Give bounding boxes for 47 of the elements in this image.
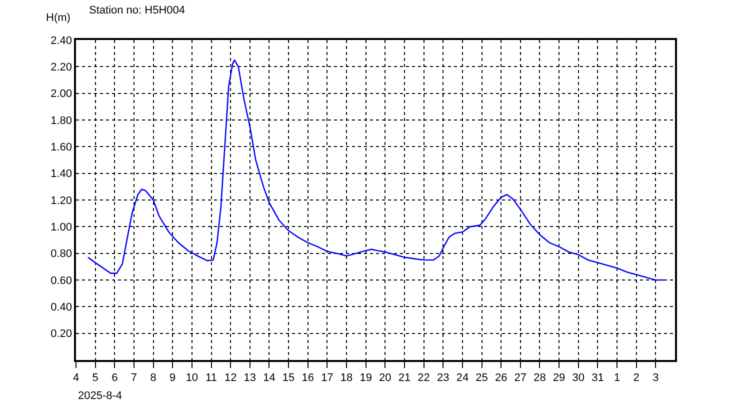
x-tick-label: 7 (130, 372, 138, 384)
chart-title: Station no: H5H004 (89, 4, 186, 17)
x-tick-label: 5 (92, 372, 98, 384)
x-tick-label: 28 (534, 372, 546, 384)
x-tick-label: 23 (437, 372, 450, 384)
x-tick-label: 24 (456, 372, 469, 384)
x-tick-label: 8 (150, 372, 156, 384)
y-tick-label: 1.00 (50, 222, 72, 234)
y-tick-label: 1.20 (50, 194, 72, 207)
y-tick-label: 2.20 (50, 62, 72, 74)
x-tick-label: 6 (112, 372, 118, 384)
y-tick-label: 0.80 (50, 248, 72, 260)
y-tick-label: 1.80 (50, 114, 72, 127)
x-tick-label: 20 (379, 372, 392, 384)
x-tick-label: 16 (302, 372, 314, 384)
x-tick-label: 14 (263, 372, 276, 384)
x-tick-label: 10 (186, 372, 198, 384)
x-tick-label: 18 (340, 372, 353, 384)
x-tick-label: 12 (224, 372, 237, 384)
x-tick-label: 25 (476, 372, 488, 384)
x-tick-label: 17 (321, 372, 334, 384)
x-tick-label: 21 (398, 372, 411, 384)
x-tick-label: 26 (494, 372, 508, 384)
x-tick-label: 31 (592, 372, 604, 384)
x-tick-label: 22 (418, 372, 430, 384)
y-tick-label: 0.60 (50, 274, 72, 287)
y-axis-title: H(m) (46, 12, 70, 24)
y-tick-label: 0.20 (50, 328, 72, 340)
y-tick-label: 1.40 (50, 168, 72, 180)
line-series (87, 59, 666, 281)
x-tick-label: 3 (652, 372, 659, 384)
x-tick-label: 11 (206, 372, 217, 384)
text: 2025-8-4 (78, 390, 122, 400)
x-tick-label: 27 (514, 372, 527, 384)
y-tick-label: 2.40 (50, 34, 72, 47)
x-tick-label: 1 (614, 372, 620, 384)
x-tick-label: 29 (552, 372, 566, 384)
x-tick-label: 4 (72, 372, 80, 384)
x-tick-label: 2 (633, 372, 640, 384)
x-tick-label: 30 (572, 372, 585, 384)
y-tick-label: 1.60 (50, 142, 72, 154)
x-tick-label: 15 (282, 372, 295, 384)
y-tick-label: 2.00 (50, 88, 72, 100)
x-tick-label: 13 (244, 372, 256, 384)
x-tick-label: 19 (360, 372, 372, 384)
x-tick-label: 9 (170, 372, 176, 384)
y-tick-label: 0.40 (50, 302, 72, 314)
